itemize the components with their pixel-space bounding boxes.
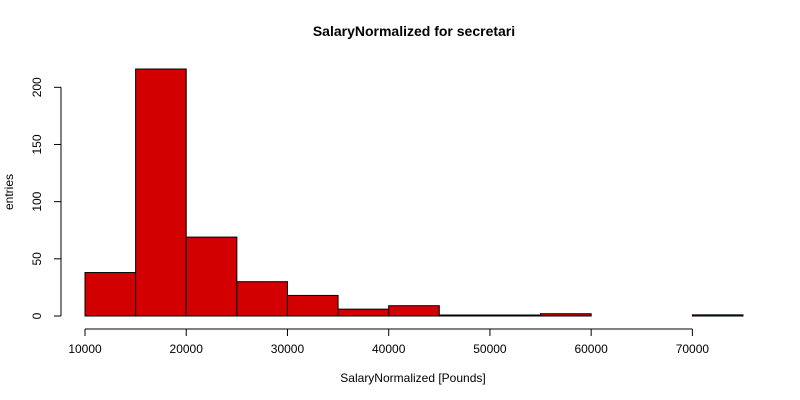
x-tick-label: 10000 <box>68 342 102 356</box>
y-tick-label: 50 <box>30 252 44 266</box>
histogram-bar <box>337 308 390 317</box>
histogram-bar <box>388 305 440 317</box>
x-tick-label: 40000 <box>372 342 406 356</box>
y-tick-label: 0 <box>30 312 44 319</box>
histogram-bar <box>236 281 288 317</box>
x-tick-label: 60000 <box>574 342 608 356</box>
histogram-bar <box>691 314 744 317</box>
histogram-bar <box>135 68 187 317</box>
x-tick-label: 70000 <box>676 342 710 356</box>
histogram-bar <box>540 313 592 317</box>
chart-title: SalaryNormalized for secretari <box>313 23 515 39</box>
x-tick-label: 20000 <box>170 342 204 356</box>
x-axis: 10000 20000 30000 40000 50000 60000 70000 <box>68 328 710 356</box>
histogram-bar <box>185 236 238 317</box>
bars-group <box>84 68 744 317</box>
histogram-bar <box>489 314 542 317</box>
y-axis: 0 50 100 150 200 <box>30 77 62 319</box>
x-axis-label: SalaryNormalized [Pounds] <box>340 371 485 385</box>
x-tick-label: 30000 <box>271 342 305 356</box>
y-axis-label: entries <box>2 174 16 210</box>
histogram-bar <box>84 272 137 317</box>
y-tick-label: 150 <box>30 134 44 154</box>
y-tick-label: 100 <box>30 191 44 211</box>
histogram-bar <box>286 294 339 317</box>
histogram-bar <box>438 314 491 317</box>
y-tick-label: 200 <box>30 77 44 97</box>
x-tick-label: 50000 <box>473 342 507 356</box>
